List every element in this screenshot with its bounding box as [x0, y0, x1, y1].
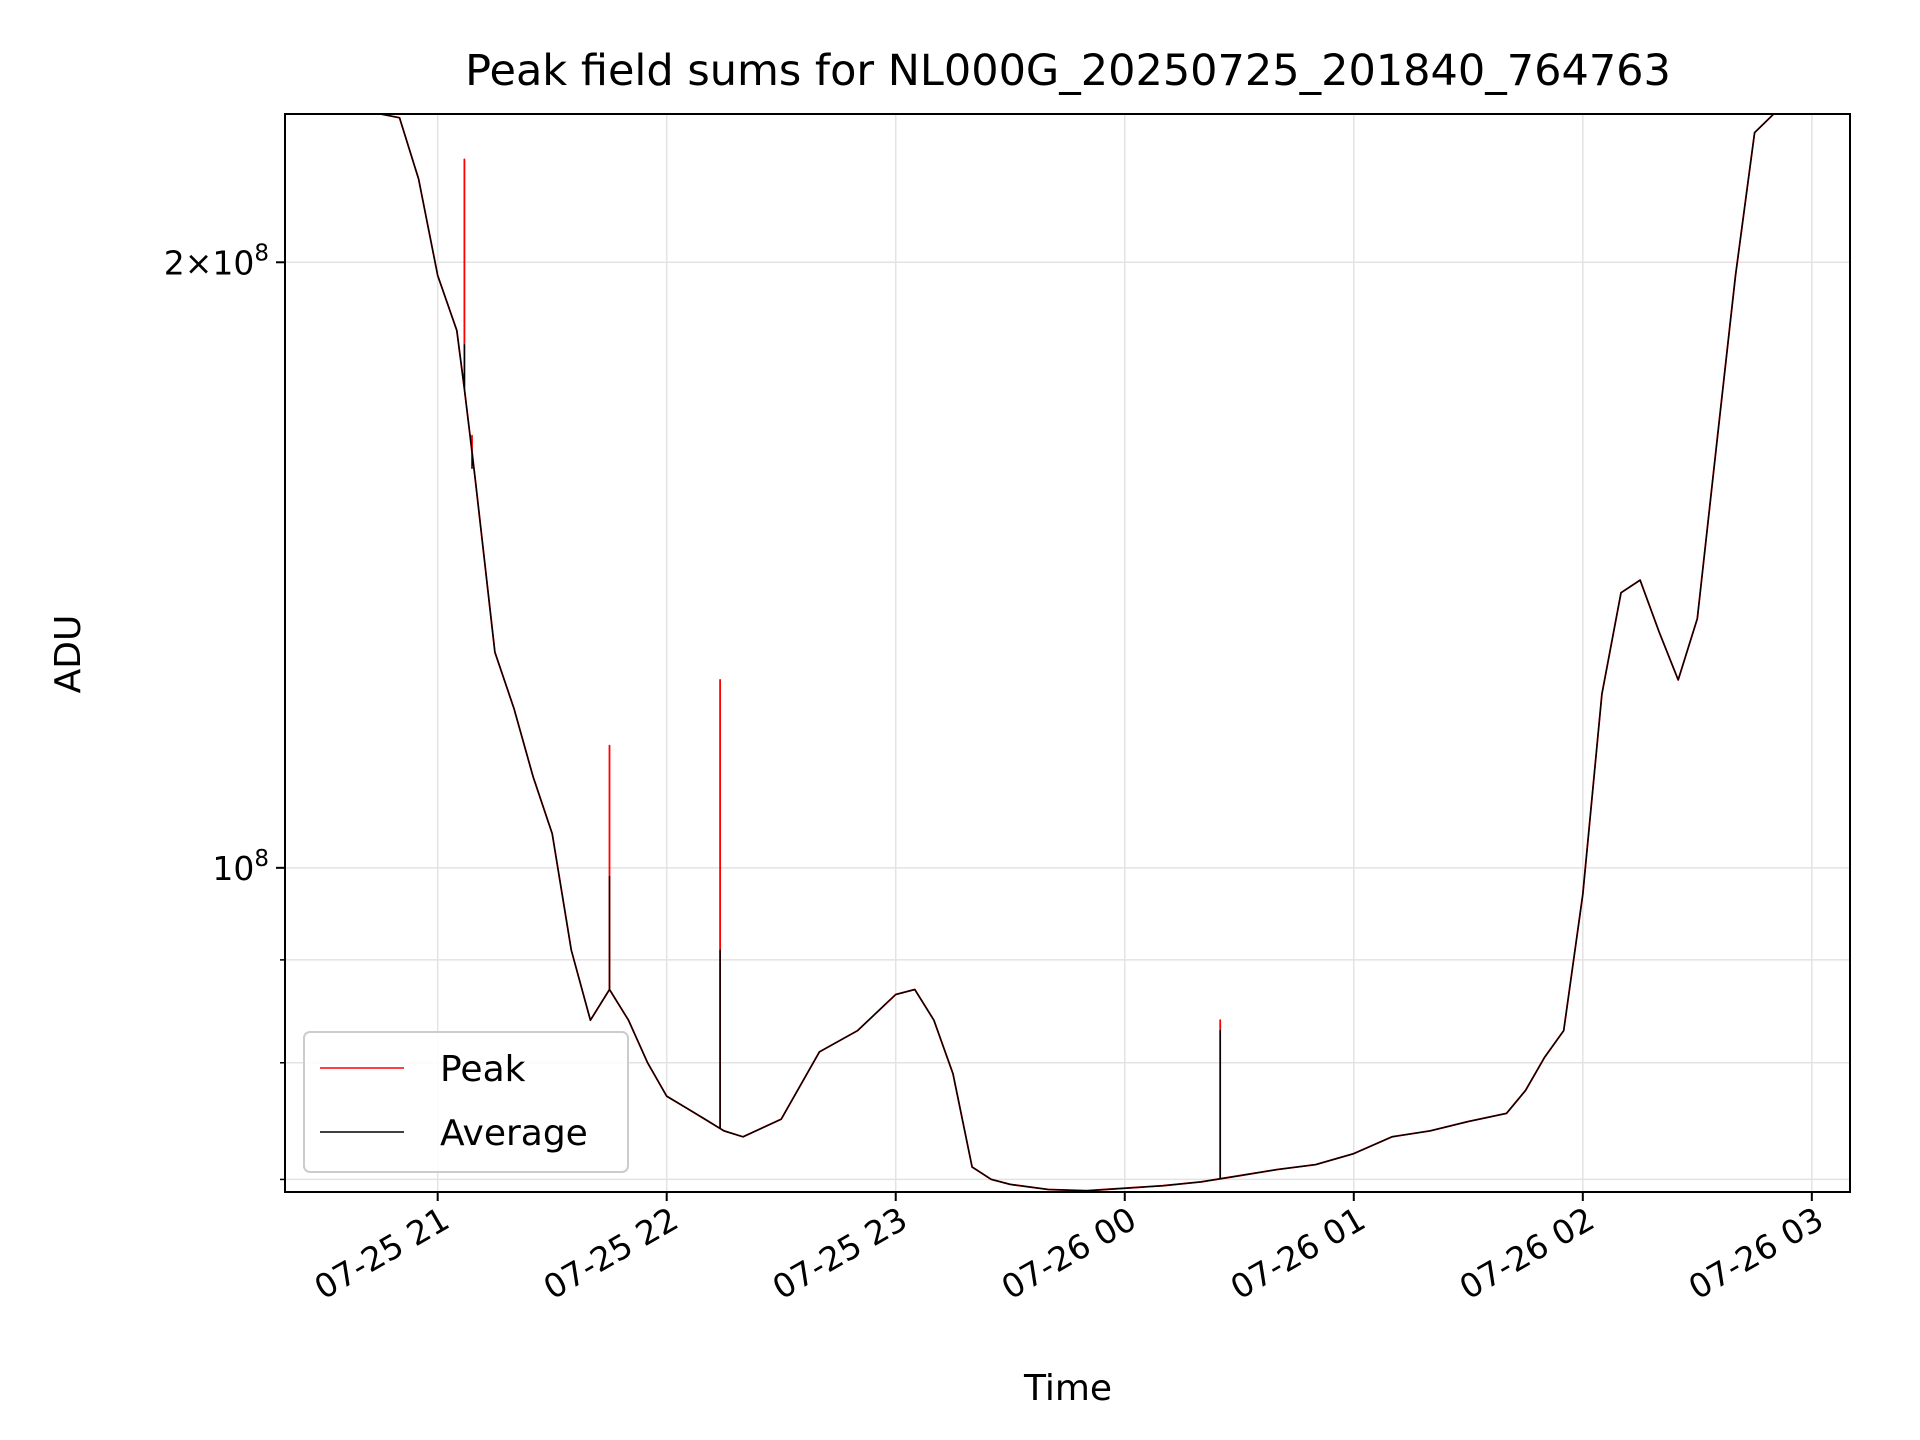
x-tick-label: 07-25 21: [308, 1199, 456, 1307]
legend: Peak Average: [303, 1031, 629, 1173]
x-tick-label: 07-26 01: [1224, 1199, 1372, 1307]
x-tick-label: 07-25 22: [537, 1199, 685, 1307]
y-tick-label: 2×108: [164, 240, 269, 282]
y-tick-label: 108: [212, 846, 269, 888]
x-tick-label: 07-26 02: [1453, 1199, 1601, 1307]
legend-label-average: Average: [440, 1113, 588, 1154]
x-tick-label: 07-25 23: [766, 1199, 914, 1307]
x-tick-label: 07-26 00: [995, 1199, 1143, 1307]
x-tick-label: 07-26 03: [1682, 1199, 1830, 1307]
x-axis: 07-25 21 07-25 22 07-25 23 07-26 00 07-26 01…: [308, 1192, 1830, 1307]
grid: [285, 114, 1850, 1192]
series-layer: [380, 113, 1812, 1192]
y-axis: 2×108 108: [164, 240, 285, 1181]
legend-label-peak: Peak: [440, 1049, 526, 1090]
x-axis-label: Time: [1023, 1368, 1112, 1409]
series-line-peak: [380, 113, 1812, 1192]
y-axis-label: ADU: [48, 615, 89, 694]
plot-frame: [284, 113, 1851, 1193]
series-line-average: [380, 113, 1812, 1192]
chart-title: Peak field sums for NL000G_20250725_2018…: [465, 46, 1671, 96]
legend-box: [303, 1031, 629, 1173]
